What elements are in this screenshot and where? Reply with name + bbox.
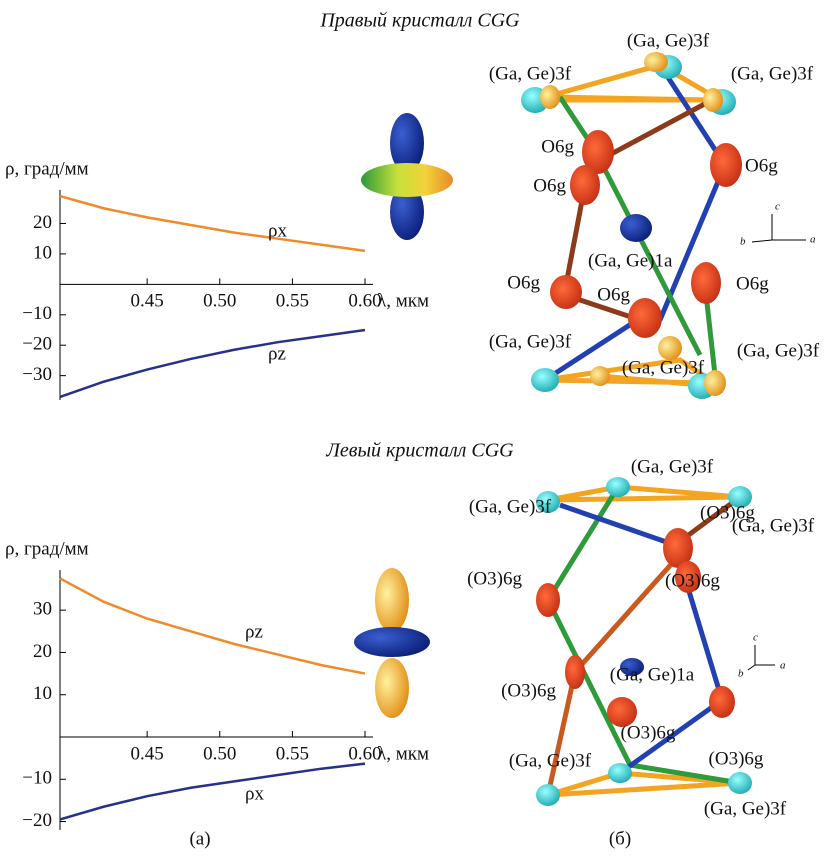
atom-label: (O3)6g [501,680,556,701]
x-tick-label: 0.55 [276,291,309,312]
axes-icon [752,214,806,242]
x-tick-label: 0.55 [276,743,309,764]
y-tick-label: −20 [22,334,52,355]
y-tick-label: −10 [22,303,52,324]
axis-letter: b [740,236,746,248]
y-tick-label: 10 [33,242,52,263]
x-tick-label: 0.45 [131,743,164,764]
line-series [60,764,365,820]
axis-letter: c [753,632,758,644]
atom-label: (O3)6g [621,722,676,743]
atom-label: (Ga, Ge)3f [489,331,572,352]
title: Правый кристалл CGG [319,10,520,32]
atom-label: O6g [533,175,566,196]
atom-label: O6g [597,284,630,305]
panel-label: (а) [189,828,210,849]
y-axis-label: ρ, град/мм [5,538,89,559]
atom-label: (O3)6g [709,748,764,769]
axis-letter: a [780,660,786,672]
atom-label: (Ga, Ge)3f [627,30,710,51]
line-series [60,330,365,397]
figure: Правый кристалл CGG Левый кристалл CGG (… [0,0,833,859]
atom-label: (Ga, Ge)3f [622,357,705,378]
axis-letter: b [738,668,744,680]
x-axis-label: λ, мкм [377,291,429,312]
series-label: ρx [268,220,287,241]
atom-label: (O3)6g [700,502,755,523]
y-tick-label: 20 [33,212,52,233]
atom-label: O6g [507,272,540,293]
x-tick-label: 0.45 [131,291,164,312]
atom-label: O6g [541,136,574,157]
y-tick-label: −30 [22,364,52,385]
y-tick-label: 10 [33,683,52,704]
atom-label: (Ga, Ge)3f [489,63,572,84]
series-label: ρz [268,343,286,364]
title: Левый кристалл CGG [325,440,514,462]
atom-label: (Ga, Ge)1a [610,664,695,685]
atom-label: (Ga, Ge)1a [588,250,673,271]
x-tick-label: 0.50 [203,291,236,312]
atom-label: (Ga, Ge)3f [509,750,592,771]
y-tick-label: 20 [33,641,52,662]
atom-label: (Ga, Ge)3f [731,63,814,84]
y-tick-label: −10 [22,768,52,789]
axis-letter: a [810,234,816,246]
line-series [60,578,365,673]
atom-label: (Ga, Ge)3f [704,798,787,819]
x-axis-label: λ, мкм [377,743,429,764]
series-label: ρx [245,783,264,804]
orbital-shape [361,113,453,240]
atom-label: (O3)6g [467,568,522,589]
atom-label: (Ga, Ge)3f [469,496,552,517]
series-label: ρz [245,621,263,642]
panel-label: (б) [609,828,631,849]
axis-letter: c [775,201,780,213]
x-tick-label: 0.60 [348,743,381,764]
axes-icon [748,645,775,670]
atom-label: (Ga, Ge)3f [737,340,820,361]
orbital-shape [354,568,430,718]
atom-label: (Ga, Ge)3f [631,456,714,477]
atom-label: O6g [745,155,778,176]
x-tick-label: 0.50 [203,743,236,764]
y-tick-label: −20 [22,810,52,831]
y-axis-label: ρ, град/мм [5,158,89,179]
line-series [60,196,365,251]
atom-label: O6g [736,273,769,294]
y-tick-label: 30 [33,599,52,620]
atom-label: (O3)6g [665,570,720,591]
x-tick-label: 0.60 [348,291,381,312]
